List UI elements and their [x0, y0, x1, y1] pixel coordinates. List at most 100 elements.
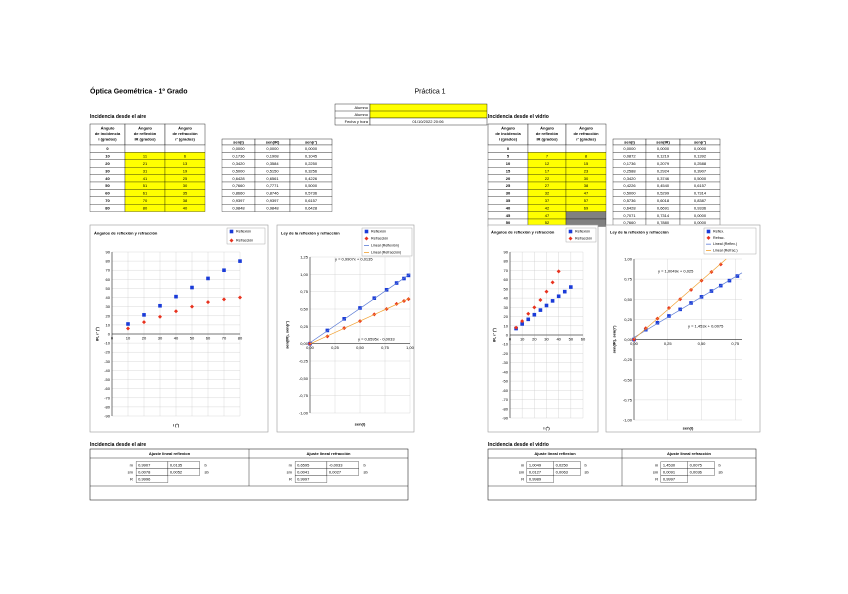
cell-value: 0,0000 [623, 146, 636, 151]
y-tick-label: -0,75 [623, 397, 633, 402]
cell-value: 0,5299 [657, 191, 670, 196]
cell-value: 57 [584, 198, 589, 203]
fit-cell [135, 475, 169, 483]
data-point [158, 303, 162, 308]
cell-value: 0,6428 [232, 176, 245, 181]
cell-value: 0,1908 [266, 154, 279, 159]
x-tick-label: 1,00 [406, 345, 415, 350]
cell-value: 0,6157 [694, 183, 707, 188]
cell-value: 19 [183, 168, 188, 173]
data-point [632, 337, 636, 342]
data-point [544, 303, 549, 308]
x-tick-label: 80 [238, 336, 243, 341]
fit-cell [553, 468, 581, 476]
x-tick-label: 60 [206, 336, 211, 341]
y-tick-label: -90 [104, 414, 111, 419]
data-point [126, 322, 130, 326]
x-tick-label: 0,25 [331, 345, 340, 350]
cell-value: 0,5000 [305, 183, 318, 188]
fit-cell [526, 475, 554, 483]
fit-value: 0,0250 [556, 463, 569, 468]
fit-label: R [289, 477, 292, 482]
y-tick-label: -60 [502, 388, 509, 393]
y-tick-label: -60 [104, 386, 111, 391]
column-header: sen(iR) [266, 140, 280, 145]
y-tick-label: 0,25 [300, 324, 309, 329]
column-header: sen(r') [694, 140, 707, 145]
y-tick-label: 0,75 [624, 277, 633, 282]
column-header: i (grados) [499, 137, 518, 142]
y-tick-label: 50 [106, 286, 111, 291]
fit-label: R [130, 477, 133, 482]
cell-value: 0,1045 [305, 154, 318, 159]
data-point [526, 311, 531, 316]
cell-value: 0,9336 [694, 205, 707, 210]
x-tick-label: 60 [581, 337, 586, 342]
y-tick-label: -0,25 [623, 357, 633, 362]
cell-value: 25 [183, 176, 188, 181]
cell-value: 0,7660 [232, 183, 245, 188]
y-tick-label: -90 [502, 416, 509, 421]
cell-value: 0,0000 [266, 146, 279, 151]
cell-value: 0,0000 [694, 146, 707, 151]
legend-swatch [229, 238, 234, 243]
table-cell [527, 144, 567, 153]
cell-value: 60 [105, 191, 110, 196]
column-header: Ángulo [501, 126, 515, 131]
cell-value: 70 [105, 198, 110, 203]
cell-value: 0,1736 [232, 154, 245, 159]
y-tick-label: 0,50 [300, 307, 309, 312]
cell-value: 35 [506, 198, 511, 203]
y-tick-label: 90 [106, 250, 111, 255]
cell-value: 32 [545, 191, 550, 196]
cell-value: 0,3420 [232, 161, 245, 166]
y-tick-label: 20 [106, 313, 111, 318]
data-point [569, 285, 573, 289]
cell-value: 42 [545, 205, 550, 210]
legend-box [565, 227, 597, 243]
cell-value: 0,4226 [305, 176, 318, 181]
fit-value: 0,0041 [297, 470, 310, 475]
chart-frame [605, 224, 761, 433]
cell-value: 0 [507, 146, 510, 151]
cell-value: 70 [143, 198, 148, 203]
cell-value: 12 [545, 161, 550, 166]
date-value: 01/10/2022 20:06 [412, 119, 444, 124]
fit-title: Ajuste lineal refracción [667, 451, 712, 456]
cell-value: 0,0000 [305, 146, 318, 151]
cell-value: 0,3746 [657, 176, 670, 181]
cell-value: 20 [506, 176, 511, 181]
fit-value: 0,0052 [170, 470, 183, 475]
x-axis-label: i (º) [173, 423, 180, 428]
cell-value: 0,5000 [232, 168, 245, 173]
x-tick-label: 40 [174, 336, 179, 341]
fit-label: m [655, 463, 659, 468]
section-title: Incidencia desde el vidrio [488, 114, 549, 120]
fit-label: sm [519, 470, 525, 475]
cell-value: 0,6561 [266, 176, 279, 181]
cell-value: 40 [183, 205, 188, 210]
legend-swatch [229, 229, 234, 234]
x-tick-label: 10 [520, 337, 525, 342]
fit-value: 0,0127 [529, 470, 542, 475]
fit-cell [326, 468, 359, 476]
cell-value: 31 [143, 168, 148, 173]
data-point [562, 289, 567, 294]
column-header: r' (grados) [175, 137, 195, 142]
y-tick-label: -0,75 [299, 393, 309, 398]
cell-value: 0,8660 [232, 191, 245, 196]
cell-value: 0,0872 [623, 154, 636, 159]
fit-value: 0,0063 [556, 470, 569, 475]
data-point [206, 276, 210, 281]
cell-value: 0,2250 [305, 161, 318, 166]
cell-value: 27 [545, 183, 550, 188]
cell-value: 69 [584, 205, 589, 210]
cell-value: 0,7771 [266, 183, 279, 188]
x-tick-label: 40 [556, 337, 561, 342]
y-tick-label: 40 [106, 295, 111, 300]
data-point [550, 280, 555, 285]
cell-value: 17 [545, 168, 550, 173]
cell-value: 50 [105, 183, 110, 188]
x-tick-label: 0,50 [356, 345, 365, 350]
date-label: Fecha y hora [345, 119, 369, 124]
